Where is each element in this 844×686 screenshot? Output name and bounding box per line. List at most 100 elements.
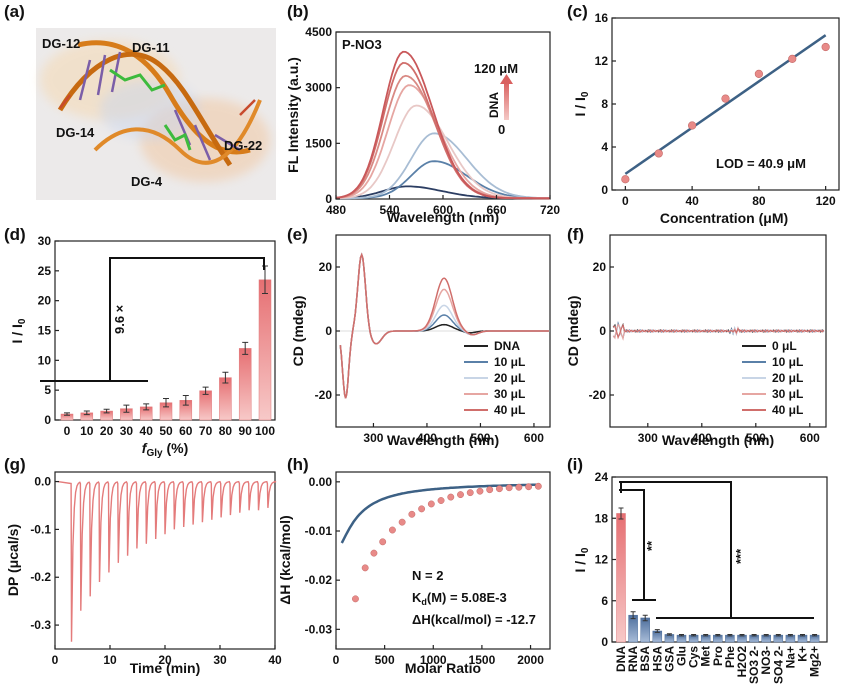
cd-spectrum-line xyxy=(339,252,549,399)
y-axis-title-i: I / I0 xyxy=(572,547,591,572)
conc-max-label: 120 μM xyxy=(474,61,518,76)
error-bar xyxy=(775,633,781,637)
panel-c: (c) 0 40 80 120 0 4 8 12 16 LOD = 40.9 μM Conce… xyxy=(567,2,840,226)
x-axis-title-c: Concentration (μM) xyxy=(660,210,788,226)
x-tick-label: 300 xyxy=(638,431,658,445)
x-tick-label: 660 xyxy=(486,203,506,217)
data-point xyxy=(447,493,455,501)
y-tick-label: -0.2 xyxy=(30,570,51,584)
conc-min-label: 0 xyxy=(498,122,505,137)
y-axis-title-b: FL Intensity (a.u.) xyxy=(285,57,301,173)
error-bar xyxy=(202,386,209,395)
x-tick-label: 300 xyxy=(363,431,383,445)
x-tick-label: NO3- xyxy=(759,646,773,675)
panel-g: (g) 0 10 20 30 40 -0.3 -0.2 -0.1 0.0 Time (min)… xyxy=(4,455,282,676)
data-point xyxy=(418,505,426,513)
y-tick-label: 4500 xyxy=(305,25,332,39)
data-point xyxy=(370,549,378,557)
y-tick-label: 10 xyxy=(38,353,52,367)
y-tick-label: 20 xyxy=(593,260,607,274)
data-point xyxy=(379,538,387,546)
x-tick-label: 80 xyxy=(219,424,233,438)
x-tick-label: BSA xyxy=(638,646,652,672)
panel-h: (h) 0 500 1000 1500 2000 -0.03 -0.02 -0.01 0.00… xyxy=(277,455,551,676)
x-tick-label: 0 xyxy=(64,424,71,438)
y-tick-label: 0 xyxy=(599,324,606,338)
y-tick-label: 12 xyxy=(595,54,609,68)
error-bar xyxy=(787,633,793,637)
arrow-head xyxy=(500,74,513,84)
bar xyxy=(258,279,272,421)
error-bar xyxy=(222,371,229,384)
x-tick-label: Glu xyxy=(675,646,689,666)
y-tick-label: 16 xyxy=(595,11,609,25)
cd-flat-line xyxy=(613,323,825,340)
panel-a: (a) DG-12 DG-11 DG-14 DG-22 xyxy=(4,2,276,200)
legend-label: 0 μL xyxy=(772,339,797,353)
x-tick-label: 600 xyxy=(524,431,544,445)
x-tick-label: DNA xyxy=(614,646,628,672)
x-tick-label: HSA xyxy=(650,646,664,672)
error-bar xyxy=(751,633,757,637)
y-tick-label: 24 xyxy=(595,470,609,484)
spectrum-line xyxy=(336,104,550,200)
y-tick-label: 0 xyxy=(601,183,608,197)
x-tick-label: GSA xyxy=(662,646,676,672)
dg-label-22: DG-22 xyxy=(224,138,262,153)
error-bar xyxy=(679,633,684,637)
y-tick-label: 0 xyxy=(325,192,332,206)
bar xyxy=(640,617,650,643)
panel-f: (f) 300 400 500 600 -20 0 20 0 μL 10 μL 20 μL 30… xyxy=(565,225,827,448)
y-tick-label: -0.01 xyxy=(305,524,333,538)
x-tick-label: 0 xyxy=(333,653,340,667)
y-tick-label: 20 xyxy=(38,294,52,308)
x-tick-label: 30 xyxy=(120,424,134,438)
data-point xyxy=(534,482,542,490)
error-bar xyxy=(618,507,624,520)
y-axis-title-g: DP (μcal/s) xyxy=(5,524,21,596)
error-bar xyxy=(727,633,733,637)
bar xyxy=(616,513,626,643)
error-bar xyxy=(691,633,697,637)
y-tick-label: 5 xyxy=(44,383,51,397)
y-tick-label: 15 xyxy=(38,324,52,338)
dg-label-12: DG-12 xyxy=(42,36,80,51)
legend-label: DNA xyxy=(494,339,520,353)
x-tick-label: 0 xyxy=(52,653,59,667)
x-tick-label: Mg2+ xyxy=(808,646,822,677)
y-tick-label: -20 xyxy=(589,388,607,402)
legend-label: 40 μL xyxy=(772,403,803,417)
x-tick-label: Pro xyxy=(711,646,725,666)
x-tick-label: 0 xyxy=(622,194,629,208)
x-tick-label: Phe xyxy=(723,646,737,668)
legend-label: 20 μL xyxy=(494,371,525,385)
dg-label-14: DG-14 xyxy=(56,125,95,140)
dg-label-11: DG-11 xyxy=(132,40,170,55)
y-tick-label: 0 xyxy=(44,413,51,427)
panel-d: (d) 0 10 20 30 40 50 60 70 80 90 100 051015202530 … xyxy=(4,225,276,459)
y-tick-label: 3000 xyxy=(305,81,332,95)
error-bar xyxy=(763,633,769,637)
x-tick-label: 60 xyxy=(179,424,193,438)
x-tick-label: 400 xyxy=(692,431,712,445)
x-tick-label: 500 xyxy=(470,431,490,445)
legend-label: 10 μL xyxy=(494,355,525,369)
y-tick-label: 0.0 xyxy=(34,475,51,489)
x-tick-label: SO3 2- xyxy=(747,646,761,684)
y-axis-title-d: I / I0 xyxy=(9,318,28,343)
data-point xyxy=(466,489,474,497)
legend-label: 40 μL xyxy=(494,403,525,417)
fold-bracket xyxy=(40,257,265,382)
dna-arrow-label: DNA xyxy=(487,92,501,118)
error-bar xyxy=(64,412,70,416)
data-point xyxy=(486,486,494,494)
y-tick-label: 25 xyxy=(38,264,52,278)
fold-change-label: 9.6 × xyxy=(112,304,127,334)
x-tick-label: H2O2 xyxy=(735,646,749,678)
y-tick-label: -20 xyxy=(315,388,333,402)
x-axis-title-b: Wavelength (nm) xyxy=(387,209,499,225)
dna-model-image xyxy=(40,40,270,182)
data-point xyxy=(495,485,503,493)
